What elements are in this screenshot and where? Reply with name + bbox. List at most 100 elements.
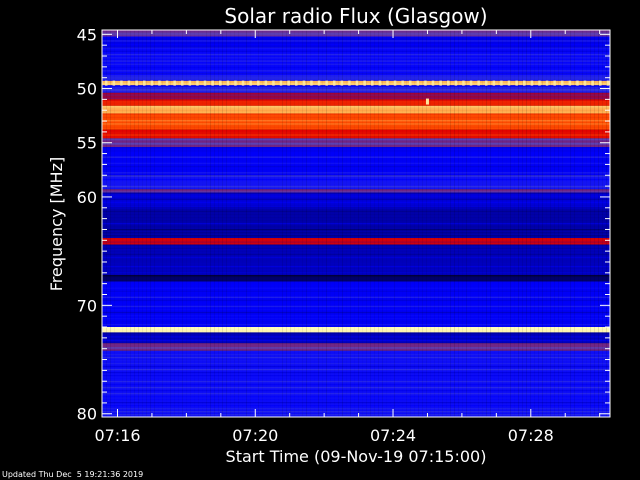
time-texture: [442, 30, 443, 417]
band-texture: [102, 332, 610, 335]
time-texture: [406, 30, 407, 417]
time-texture: [606, 30, 607, 417]
burst-dot: [325, 80, 328, 86]
band-texture: [102, 311, 610, 314]
band-texture: [102, 159, 610, 162]
band-texture: [102, 150, 610, 152]
y-axis-label: Frequency [MHz]: [47, 157, 66, 291]
frequency-band: [102, 327, 610, 333]
burst-dot: [431, 80, 435, 86]
band-texture: [102, 374, 610, 377]
y-tick-label: 70: [77, 296, 97, 315]
time-texture: [310, 30, 311, 417]
time-texture: [234, 30, 235, 417]
time-texture: [138, 30, 139, 417]
frequency-band: [102, 73, 610, 81]
band-texture: [102, 392, 610, 395]
band-texture: [102, 247, 610, 250]
band-texture: [102, 320, 610, 323]
time-texture: [582, 30, 583, 417]
band-texture: [102, 343, 610, 345]
time-texture: [446, 30, 447, 417]
frequency-band: [102, 189, 610, 193]
time-texture: [202, 30, 203, 417]
band-texture: [102, 359, 610, 362]
time-texture: [414, 30, 415, 417]
burst-dot: [241, 80, 245, 86]
burst-dot: [469, 80, 473, 86]
band-texture: [102, 368, 610, 371]
time-texture: [326, 30, 327, 417]
band-texture: [102, 256, 610, 259]
time-texture: [178, 30, 179, 417]
burst-dot: [333, 80, 336, 86]
time-texture: [386, 30, 387, 417]
y-tick-label: 55: [77, 134, 97, 153]
band-texture: [102, 70, 610, 72]
burst-dot: [120, 80, 123, 86]
band-texture: [102, 204, 610, 207]
time-texture: [362, 30, 363, 417]
burst-dot: [492, 80, 496, 86]
time-texture: [454, 30, 455, 417]
band-texture: [102, 89, 610, 91]
time-texture: [254, 30, 255, 417]
time-texture: [258, 30, 259, 417]
time-texture: [186, 30, 187, 417]
time-texture: [226, 30, 227, 417]
band-texture: [102, 265, 610, 268]
band-texture: [102, 63, 610, 66]
time-texture: [494, 30, 495, 417]
time-texture: [262, 30, 263, 417]
band-texture: [102, 109, 610, 112]
time-texture: [474, 30, 475, 417]
burst-dot: [553, 80, 556, 86]
burst-dot: [226, 80, 230, 86]
time-texture: [278, 30, 279, 417]
burst-dot: [515, 80, 518, 86]
band-texture: [102, 129, 610, 132]
band-texture: [102, 383, 610, 386]
band-texture: [102, 323, 610, 326]
time-texture: [246, 30, 247, 417]
time-texture: [242, 30, 243, 417]
updated-timestamp: Updated Thu Dec 5 19:21:36 2019: [2, 470, 144, 479]
time-texture: [438, 30, 439, 417]
burst-dot: [150, 80, 154, 86]
time-texture: [470, 30, 471, 417]
time-texture: [342, 30, 343, 417]
burst-dot: [249, 80, 252, 86]
burst-dot: [287, 80, 290, 86]
x-tick-label: 07:20: [232, 426, 278, 445]
time-texture: [194, 30, 195, 417]
burst-dot: [196, 80, 199, 86]
time-texture: [594, 30, 595, 417]
time-texture: [486, 30, 487, 417]
time-texture: [314, 30, 315, 417]
y-axis: 45 50 55 60 70 80: [77, 25, 610, 424]
time-texture: [522, 30, 523, 417]
band-texture: [102, 336, 610, 338]
band-texture: [102, 362, 610, 365]
time-texture: [586, 30, 587, 417]
band-texture: [102, 178, 610, 181]
band-texture: [102, 96, 610, 98]
burst-dot: [378, 80, 382, 86]
time-texture: [118, 30, 119, 417]
band-texture: [102, 314, 610, 317]
time-texture: [566, 30, 567, 417]
burst-dot: [158, 80, 161, 86]
frequency-band: [102, 30, 610, 37]
burst-dot: [272, 80, 275, 86]
band-texture: [102, 123, 610, 125]
band-texture: [102, 407, 610, 410]
time-texture: [154, 30, 155, 417]
burst-dot: [424, 80, 427, 86]
band-texture: [102, 290, 610, 292]
time-texture: [378, 30, 379, 417]
time-texture: [334, 30, 335, 417]
time-texture: [602, 30, 603, 417]
band-texture: [102, 250, 610, 253]
band-texture: [102, 50, 610, 53]
